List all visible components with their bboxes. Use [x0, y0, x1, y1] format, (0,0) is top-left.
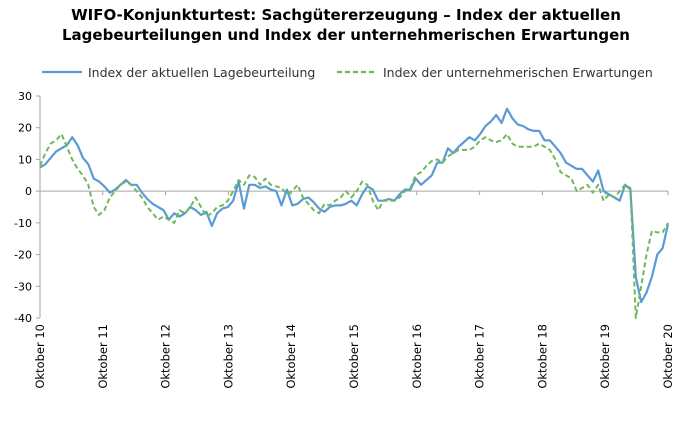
x-tick-label: Oktober 14: [284, 324, 298, 389]
series-line-erwartungen: [39, 133, 669, 319]
series-line-lagebeurteilung: [39, 107, 670, 304]
legend-label-erwartungen: Index der unternehmerischen Erwartungen: [383, 65, 653, 80]
y-tick-label: 10: [18, 153, 32, 166]
chart-title-line-1: WIFO-Konjunkturtest: Sachgütererzeugung …: [71, 6, 621, 24]
x-tick-label: Oktober 12: [159, 324, 173, 389]
y-tick-label: -40: [14, 312, 32, 325]
y-tick-label: -10: [14, 217, 32, 230]
x-tick-label: Oktober 10: [33, 324, 47, 389]
y-tick-label: 20: [18, 122, 32, 135]
y-tick-label: -20: [14, 249, 32, 262]
legend: Index der aktuellen Lagebeurteilung Inde…: [42, 65, 653, 80]
x-tick-label: Oktober 17: [473, 324, 487, 389]
series-layer: [39, 107, 670, 319]
x-tick-label: Oktober 16: [410, 324, 424, 389]
x-axis: Oktober 10 Oktober 11 Oktober 12 Oktober 13…: [33, 190, 675, 389]
x-tick-label: Oktober 13: [221, 324, 235, 389]
x-tick-label: Oktober 15: [347, 324, 361, 389]
y-tick-label: 0: [25, 185, 32, 198]
y-axis: 30 20 10 0 -10 -20 -30 -40: [14, 90, 41, 325]
x-tick-label: Oktober 20: [661, 324, 675, 389]
chart-title-line-2: Lagebeurteilungen und Index der unterneh…: [62, 26, 630, 44]
x-tick-label: Oktober 19: [598, 324, 612, 389]
legend-label-lagebeurteilung: Index der aktuellen Lagebeurteilung: [88, 65, 315, 80]
x-tick-label: Oktober 11: [96, 324, 110, 389]
y-tick-label: -30: [14, 280, 32, 293]
x-tick-label: Oktober 18: [535, 324, 549, 389]
y-tick-label: 30: [18, 90, 32, 103]
